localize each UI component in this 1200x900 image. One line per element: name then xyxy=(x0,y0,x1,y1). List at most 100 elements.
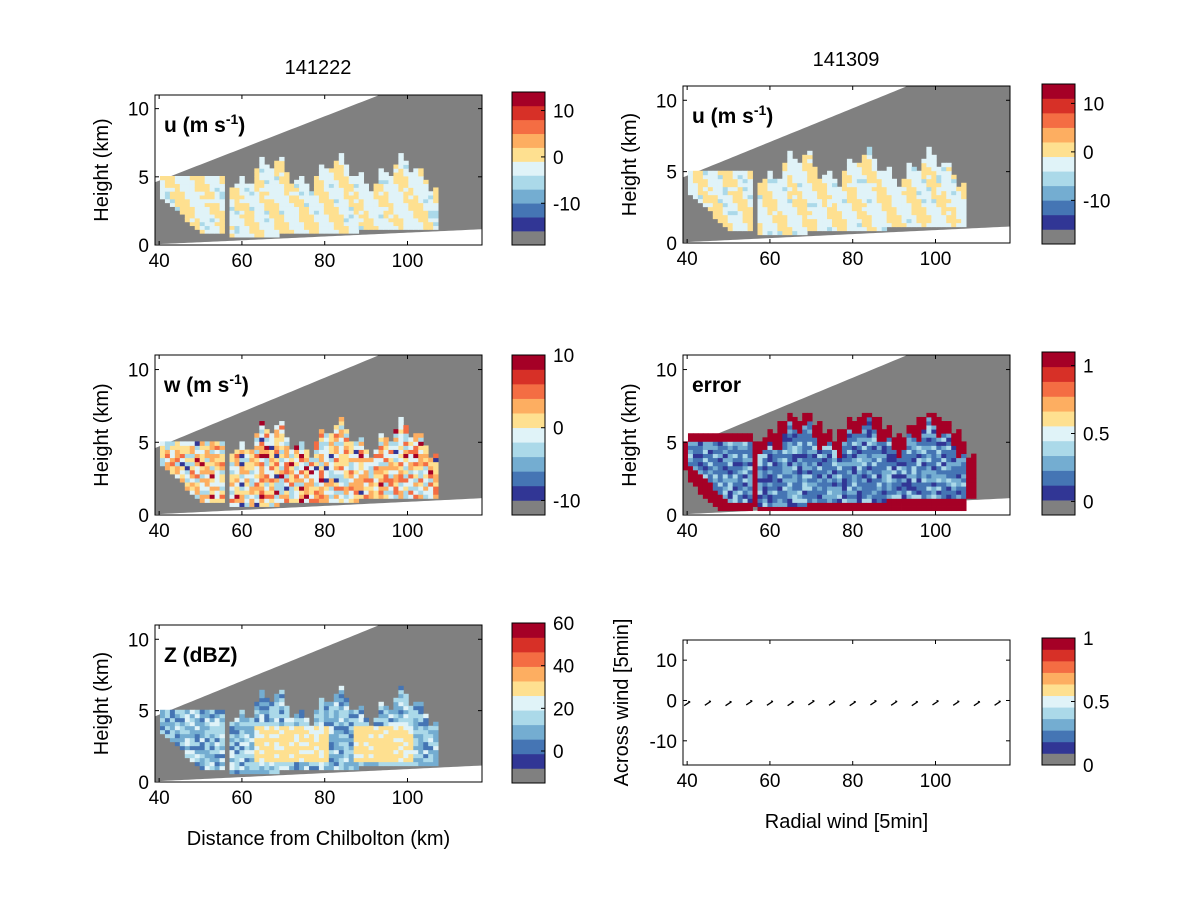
data-cell xyxy=(274,206,280,211)
data-cell xyxy=(373,191,379,196)
data-cell xyxy=(851,486,858,491)
data-cell xyxy=(244,721,250,727)
data-cell xyxy=(951,218,957,224)
data-cell xyxy=(951,469,957,475)
data-cell xyxy=(164,449,171,455)
data-cell xyxy=(179,449,186,455)
data-cell xyxy=(856,494,863,499)
data-cell xyxy=(333,701,340,707)
data-cell xyxy=(333,453,340,459)
data-cell xyxy=(249,233,255,238)
data-cell xyxy=(707,186,714,192)
data-cell xyxy=(911,506,917,512)
data-cell xyxy=(164,176,171,181)
data-cell xyxy=(373,741,379,747)
data-cell xyxy=(717,461,724,467)
data-cell xyxy=(269,233,275,238)
data-cell xyxy=(961,214,967,220)
data-cell xyxy=(832,202,838,208)
data-cell xyxy=(866,174,873,180)
data-cell xyxy=(866,478,873,483)
data-cell xyxy=(812,486,818,491)
data-cell xyxy=(299,187,305,192)
data-cell xyxy=(333,187,340,192)
data-cell xyxy=(343,445,350,450)
data-cell xyxy=(737,461,744,467)
data-cell xyxy=(802,429,808,434)
data-cell xyxy=(692,441,699,446)
data-cell xyxy=(289,757,295,763)
data-cell xyxy=(717,465,724,471)
data-cell xyxy=(279,697,285,703)
data-cell xyxy=(383,733,389,739)
data-cell xyxy=(214,482,220,487)
data-cell xyxy=(348,713,355,719)
data-cell xyxy=(737,437,744,442)
data-cell xyxy=(881,490,888,495)
data-cell xyxy=(717,433,724,438)
data-cell xyxy=(383,737,389,743)
data-cell xyxy=(851,202,858,208)
data-cell xyxy=(388,741,394,747)
data-cell xyxy=(787,445,793,450)
data-cell xyxy=(807,457,813,463)
data-cell xyxy=(836,194,843,200)
panel-label: u (m s-1) xyxy=(692,102,773,128)
data-cell xyxy=(926,214,932,220)
data-cell xyxy=(204,721,211,727)
data-cell xyxy=(179,737,186,743)
data-cell xyxy=(323,191,330,196)
data-cell xyxy=(851,502,858,507)
data-cell xyxy=(348,210,355,215)
data-cell xyxy=(343,745,350,751)
data-cell xyxy=(184,187,191,192)
data-cell xyxy=(313,449,320,455)
data-cell xyxy=(423,218,429,223)
data-cell xyxy=(851,425,858,430)
data-cell xyxy=(264,176,270,181)
data-cell xyxy=(951,202,957,208)
colorbar-tick-label: 1 xyxy=(1083,629,1094,650)
data-cell xyxy=(393,457,399,463)
data-cell xyxy=(204,465,211,471)
data-cell xyxy=(254,769,260,775)
data-cell xyxy=(866,465,873,471)
data-cell xyxy=(846,469,853,475)
axes-frame xyxy=(154,624,483,783)
data-cell xyxy=(812,198,818,204)
data-cell xyxy=(388,202,394,207)
data-cell xyxy=(941,449,947,455)
data-cell xyxy=(846,162,853,168)
data-cell xyxy=(961,461,967,467)
data-cell xyxy=(338,176,345,181)
data-cell xyxy=(822,178,828,184)
data-cell xyxy=(348,453,355,459)
data-cell xyxy=(274,202,280,207)
data-cell xyxy=(697,473,704,479)
data-cell xyxy=(229,218,235,223)
data-cell xyxy=(403,225,409,230)
data-cell xyxy=(264,769,270,775)
data-cell xyxy=(398,749,404,755)
data-cell xyxy=(946,498,952,503)
data-cell xyxy=(832,498,838,503)
data-cell xyxy=(822,445,828,450)
y-axis-label: Height (km) xyxy=(619,113,641,216)
data-cell xyxy=(787,478,793,483)
data-cell xyxy=(683,449,689,455)
data-cell xyxy=(313,461,320,467)
data-cell xyxy=(772,441,778,446)
data-cell xyxy=(916,490,922,495)
data-cell xyxy=(259,478,265,483)
data-cell xyxy=(408,478,414,483)
x-tick-label: 80 xyxy=(842,249,863,270)
data-cell xyxy=(697,437,704,442)
data-cell xyxy=(408,198,414,204)
data-cell xyxy=(304,469,310,475)
data-cell xyxy=(274,457,280,463)
data-cell xyxy=(249,221,255,227)
data-cell xyxy=(423,478,429,483)
data-cell xyxy=(249,749,255,755)
data-cell xyxy=(299,191,305,196)
data-cell xyxy=(428,469,434,475)
